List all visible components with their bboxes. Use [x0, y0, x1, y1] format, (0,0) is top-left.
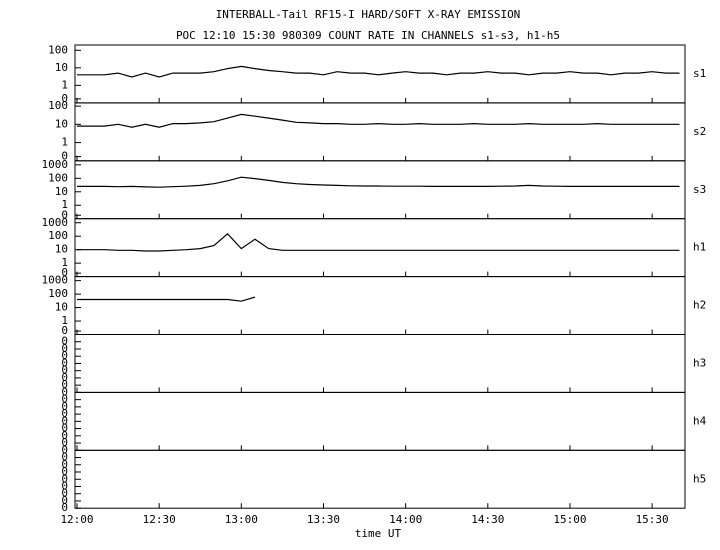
data-line [77, 176, 680, 188]
y-tick-label: 10 [55, 243, 68, 256]
panel-label: h2 [693, 299, 706, 312]
y-tick-label: 1 [61, 78, 68, 91]
y-tick-label: 0 [61, 393, 68, 406]
x-tick-label: 14:00 [389, 513, 422, 526]
y-tick-label: 1 [61, 314, 68, 327]
y-tick-label: 0 [61, 335, 68, 348]
y-tick-label: 0 [61, 479, 68, 492]
y-tick-label: 0 [61, 266, 68, 279]
y-tick-label: 0 [61, 349, 68, 362]
y-tick-label: 10 [55, 301, 68, 314]
panel-label: s2 [693, 125, 706, 138]
y-tick-label: 0 [61, 400, 68, 413]
y-tick-label: 0 [61, 378, 68, 391]
y-tick-label: 0 [61, 501, 68, 514]
data-line [77, 296, 256, 302]
y-tick-label: 10 [55, 117, 68, 130]
y-tick-label: 0 [61, 208, 68, 221]
panel-label: h4 [693, 414, 707, 427]
panel-label: h3 [693, 356, 706, 369]
y-tick-label: 100 [48, 229, 68, 242]
y-tick-label: 0 [61, 494, 68, 507]
y-tick-label: 10 [55, 61, 68, 74]
y-tick-label: 0 [61, 451, 68, 464]
y-tick-label: 0 [61, 472, 68, 485]
x-axis-label: time UT [355, 527, 402, 540]
y-tick-label: 0 [61, 385, 68, 398]
y-tick-label: 0 [61, 324, 68, 337]
y-tick-label: 0 [61, 414, 68, 427]
y-tick-label: 100 [48, 43, 68, 56]
y-tick-label: 0 [61, 465, 68, 478]
x-tick-label: 12:00 [60, 513, 93, 526]
y-tick-label: 1 [61, 256, 68, 269]
x-tick-label: 13:30 [307, 513, 340, 526]
panel-label: s1 [693, 67, 706, 80]
y-tick-label: 100 [48, 99, 68, 112]
y-tick-label: 0 [61, 356, 68, 369]
x-tick-label: 15:30 [636, 513, 669, 526]
y-tick-label: 1000 [42, 216, 69, 229]
y-tick-label: 0 [61, 150, 68, 163]
y-tick-label: 1000 [42, 274, 69, 287]
y-tick-label: 0 [61, 458, 68, 471]
y-tick-label: 0 [61, 436, 68, 449]
y-tick-label: 0 [61, 422, 68, 435]
panel-label: s3 [693, 183, 706, 196]
data-line [77, 65, 680, 78]
data-line [77, 113, 680, 128]
y-tick-label: 10 [55, 185, 68, 198]
panel-label: h1 [693, 241, 706, 254]
y-tick-label: 0 [61, 487, 68, 500]
y-tick-label: 100 [48, 287, 68, 300]
y-tick-label: 0 [61, 342, 68, 355]
x-tick-label: 12:30 [143, 513, 176, 526]
y-tick-label: 100 [48, 171, 68, 184]
chart-subtitle: POC 12:10 15:30 980309 COUNT RATE IN CHA… [176, 29, 560, 42]
x-tick-label: 13:00 [225, 513, 258, 526]
y-tick-label: 0 [61, 429, 68, 442]
panel-label: h5 [693, 472, 706, 485]
y-tick-label: 0 [61, 364, 68, 377]
chart-title: INTERBALL-Tail RF15-I HARD/SOFT X-RAY EM… [216, 8, 521, 21]
data-line [77, 232, 680, 252]
y-tick-label: 1000 [42, 158, 69, 171]
y-tick-label: 0 [61, 92, 68, 105]
y-tick-label: 0 [61, 407, 68, 420]
x-tick-label: 14:30 [471, 513, 504, 526]
y-tick-label: 1 [61, 198, 68, 211]
y-tick-label: 0 [61, 443, 68, 456]
x-tick-label: 15:00 [553, 513, 586, 526]
y-tick-label: 0 [61, 371, 68, 384]
y-tick-label: 1 [61, 136, 68, 149]
